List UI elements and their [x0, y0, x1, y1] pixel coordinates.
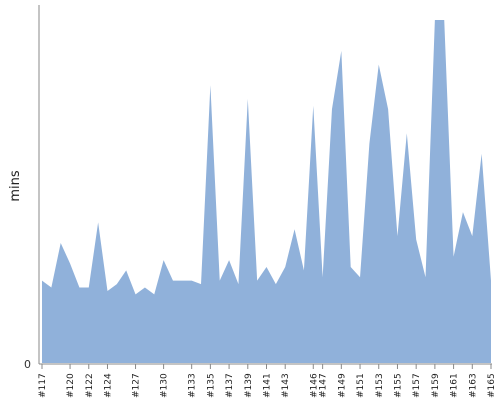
x-tick-label: #163 [468, 373, 478, 398]
x-tick-label: #151 [356, 373, 366, 398]
x-tick-label: #143 [281, 373, 291, 398]
y-axis-label: mins [8, 170, 23, 202]
x-tick-label: #122 [85, 373, 95, 398]
x-tick-label: #139 [244, 373, 254, 398]
x-tick-label: #117 [38, 373, 48, 398]
x-tick-label: #149 [337, 373, 347, 398]
x-tick-label: #155 [393, 373, 403, 398]
x-tick-label: #161 [450, 373, 460, 398]
x-tick-label: #135 [206, 373, 216, 398]
plot-area [42, 20, 491, 363]
x-tick-label: #153 [375, 373, 385, 398]
x-axis-ticks: #117 #120 #122 #124 #127 #130 #133 #135 #137 #139… [38, 364, 497, 398]
x-tick-label: #159 [431, 373, 441, 398]
x-tick-label: #127 [132, 373, 142, 398]
x-tick-label: #141 [263, 373, 273, 398]
x-tick-label: #133 [188, 373, 198, 398]
x-tick-label: #146 [309, 373, 319, 398]
x-tick-label: #124 [103, 373, 113, 398]
x-tick-label: #137 [225, 373, 235, 398]
x-tick-label: #147 [319, 373, 329, 398]
x-tick-label: #120 [66, 373, 76, 398]
y-tick-zero-label: 0 [24, 358, 31, 371]
x-tick-label: #165 [487, 373, 497, 398]
x-tick-label: #157 [412, 373, 422, 398]
area-series [42, 20, 491, 363]
x-tick-label: #130 [160, 373, 170, 398]
